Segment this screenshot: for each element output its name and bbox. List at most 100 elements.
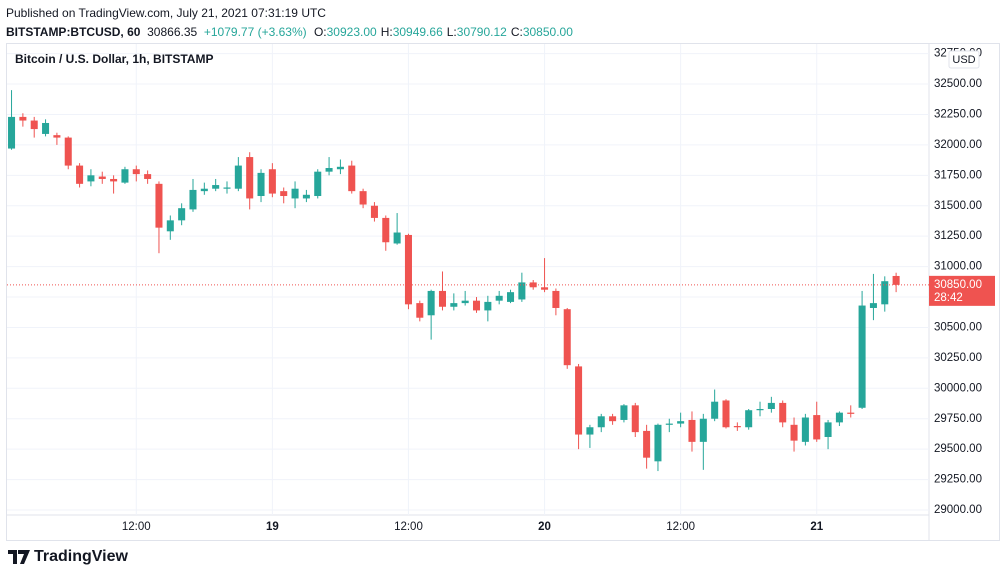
- candle-body: [756, 408, 764, 411]
- candle-body: [858, 305, 866, 408]
- candle-body: [620, 405, 628, 420]
- candle-body: [121, 169, 129, 183]
- candle-body: [450, 303, 458, 307]
- candle-body: [280, 191, 288, 197]
- ohlc-value: 30923.00: [326, 25, 377, 39]
- candle-body: [722, 400, 730, 428]
- candle-body: [677, 421, 685, 424]
- candle-body: [314, 171, 322, 197]
- candle-body: [189, 189, 197, 210]
- symbol: BITSTAMP:BTCUSD, 60: [6, 25, 141, 39]
- candle-body: [552, 290, 560, 308]
- y-tick-label: 32500.00: [934, 78, 982, 90]
- candle-body: [745, 410, 753, 428]
- y-tick-label: 29250.00: [934, 474, 982, 486]
- y-tick-label: 32250.00: [934, 108, 982, 120]
- logo-text: TradingView: [34, 548, 128, 565]
- candle-body: [223, 187, 231, 189]
- candle-body: [110, 178, 118, 182]
- candle-body: [631, 405, 639, 433]
- candle-body: [733, 426, 741, 428]
- last-price-box: [929, 275, 995, 306]
- y-tick-label: 30000.00: [934, 382, 982, 394]
- published: Published on TradingView.com, July 21, 2…: [6, 6, 326, 20]
- ohlc-label: O:: [313, 25, 327, 39]
- candle-body: [291, 188, 299, 199]
- candle-body: [813, 415, 821, 440]
- candle-body: [847, 412, 855, 414]
- y-tick-label: 31500.00: [934, 200, 982, 212]
- frame: [6, 43, 1000, 541]
- y-tick-label: 32000.00: [934, 139, 982, 151]
- candle-body: [234, 165, 242, 189]
- countdown: 28:42: [934, 292, 963, 304]
- candle-body: [586, 427, 594, 435]
- x-tick-label: 12:00: [122, 521, 151, 533]
- candle-body: [779, 402, 787, 423]
- y-tick-label: 29500.00: [934, 443, 982, 455]
- candle-body: [212, 185, 220, 189]
- ohlc-label: H:: [380, 25, 393, 39]
- candle-body: [699, 418, 707, 442]
- candle-body: [76, 165, 84, 184]
- candle-body: [518, 282, 526, 300]
- candle-body: [370, 205, 378, 218]
- candle-body: [472, 300, 481, 311]
- candle-body: [609, 416, 617, 422]
- candle-body: [529, 282, 537, 288]
- candle-body: [654, 424, 662, 462]
- y-tick-label: 31000.00: [934, 261, 982, 273]
- x-tick-label: 20: [538, 521, 551, 533]
- price: 30866.35: [147, 25, 198, 39]
- candle-body: [495, 295, 503, 301]
- ohlc-value: 30949.66: [392, 25, 443, 39]
- currency-box: [948, 50, 980, 69]
- y-tick-label: 29000.00: [934, 504, 982, 516]
- x-tick-label: 21: [810, 521, 823, 533]
- candle-body: [404, 234, 412, 305]
- ohlc-value: 30850.00: [522, 25, 573, 39]
- candle-body: [42, 122, 50, 134]
- candle-body: [643, 430, 651, 458]
- candle-body: [438, 290, 446, 307]
- candle-body: [416, 303, 424, 318]
- candle-body: [19, 116, 27, 121]
- candle-body: [541, 287, 549, 290]
- x-tick-label: 12:00: [666, 521, 695, 533]
- candle-body: [767, 402, 775, 409]
- candles: [7, 90, 929, 472]
- candle-body: [597, 416, 605, 428]
- candle-body: [484, 301, 492, 311]
- candle-body: [166, 220, 174, 232]
- currency: USD: [952, 54, 975, 66]
- candle-body: [835, 412, 843, 423]
- candle-body: [246, 157, 254, 199]
- candle-body: [790, 424, 798, 441]
- ohlc: O:30923.00 H:30949.66 L:30790.12 C:30850.00: [310, 25, 573, 39]
- candle-body: [325, 168, 333, 172]
- candle-body: [268, 169, 276, 194]
- candle-body: [665, 423, 673, 425]
- ohlc-label: C:: [510, 25, 523, 39]
- grid: [7, 44, 929, 515]
- logo-mark: [8, 550, 30, 564]
- candle-body: [336, 166, 344, 170]
- candle-body: [8, 116, 16, 149]
- candle-body: [200, 188, 208, 192]
- candle-body: [302, 194, 310, 199]
- candle-body: [711, 401, 719, 419]
- y-tick-label: 31250.00: [934, 230, 982, 242]
- candle-body: [801, 417, 809, 442]
- chart-title: Bitcoin / U.S. Dollar, 1h, BITSTAMP: [15, 52, 213, 66]
- candle-body: [461, 300, 469, 304]
- candle-body: [575, 366, 583, 435]
- ohlc-label: L:: [446, 25, 457, 39]
- candle-body: [563, 309, 571, 366]
- ohlc-value: 30790.12: [456, 25, 507, 39]
- y-tick-label: 29750.00: [934, 413, 982, 425]
- candle-body: [688, 419, 696, 442]
- candle-body: [824, 422, 832, 437]
- change: +1079.77 (+3.63%): [203, 25, 307, 39]
- x-tick-label: 12:00: [394, 521, 423, 533]
